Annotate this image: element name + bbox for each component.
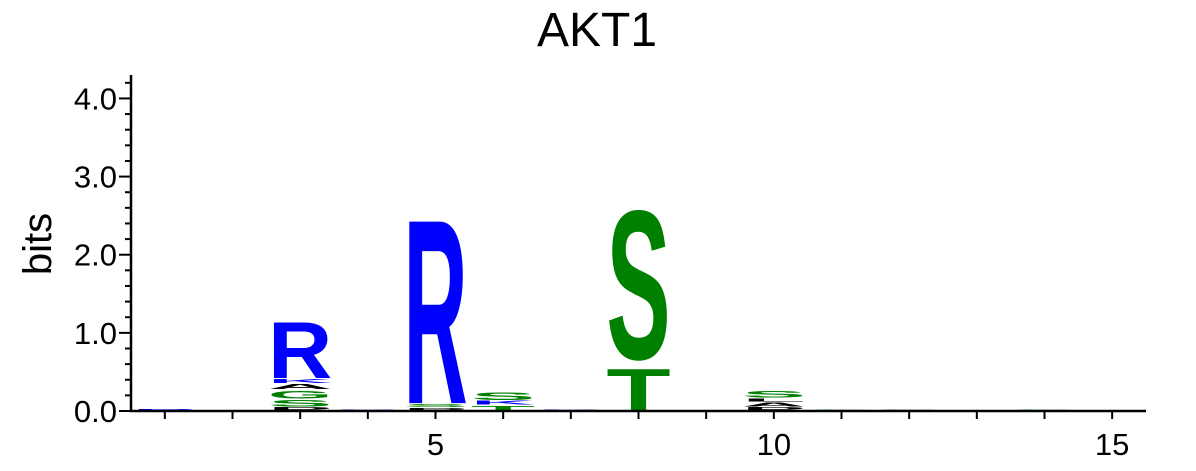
axes: 0.0 1.0 2.0 3.0 4.0 5 10 15: [74, 75, 1146, 462]
x-ticks: 5 10 15: [163, 411, 1129, 462]
x-tick-label: 15: [1095, 427, 1129, 462]
y-axis-label: bits: [16, 213, 60, 275]
logo-letter-p: P: [742, 406, 806, 412]
logo-letter-a: A: [268, 383, 332, 391]
x-tick-label: 10: [757, 427, 791, 462]
logo-letter-s: S: [268, 398, 332, 408]
logo-letter-s: S: [403, 403, 467, 408]
letter-stacks: RPSGAKRRPSRTKSRTSPALSSSS: [133, 165, 1077, 460]
y-tick-label: 1.0: [74, 316, 117, 351]
x-tick-label: 5: [427, 427, 444, 462]
logo-letter-k: K: [268, 378, 332, 384]
logo-letter-r: R: [268, 305, 332, 395]
logo-letter-s: S: [742, 390, 806, 400]
logo-letter-s: S: [606, 167, 670, 405]
logo-letter-l: L: [742, 398, 806, 403]
logo-letter-t: T: [471, 404, 535, 412]
y-tick-label: 0.0: [74, 394, 117, 429]
logo-letter-s: S: [471, 390, 535, 402]
logo-letter-a: A: [742, 402, 806, 408]
logo-letter-k: K: [471, 400, 535, 406]
y-tick-label: 2.0: [74, 238, 117, 273]
chart-title: AKT1: [537, 4, 657, 57]
logo-letter-p: P: [268, 406, 332, 412]
logo-letter-p: P: [403, 407, 467, 412]
y-tick-label: 4.0: [74, 81, 117, 116]
y-ticks: 0.0 1.0 2.0 3.0 4.0: [74, 81, 131, 429]
y-tick-label: 3.0: [74, 160, 117, 195]
logo-letter-g: G: [268, 389, 332, 401]
